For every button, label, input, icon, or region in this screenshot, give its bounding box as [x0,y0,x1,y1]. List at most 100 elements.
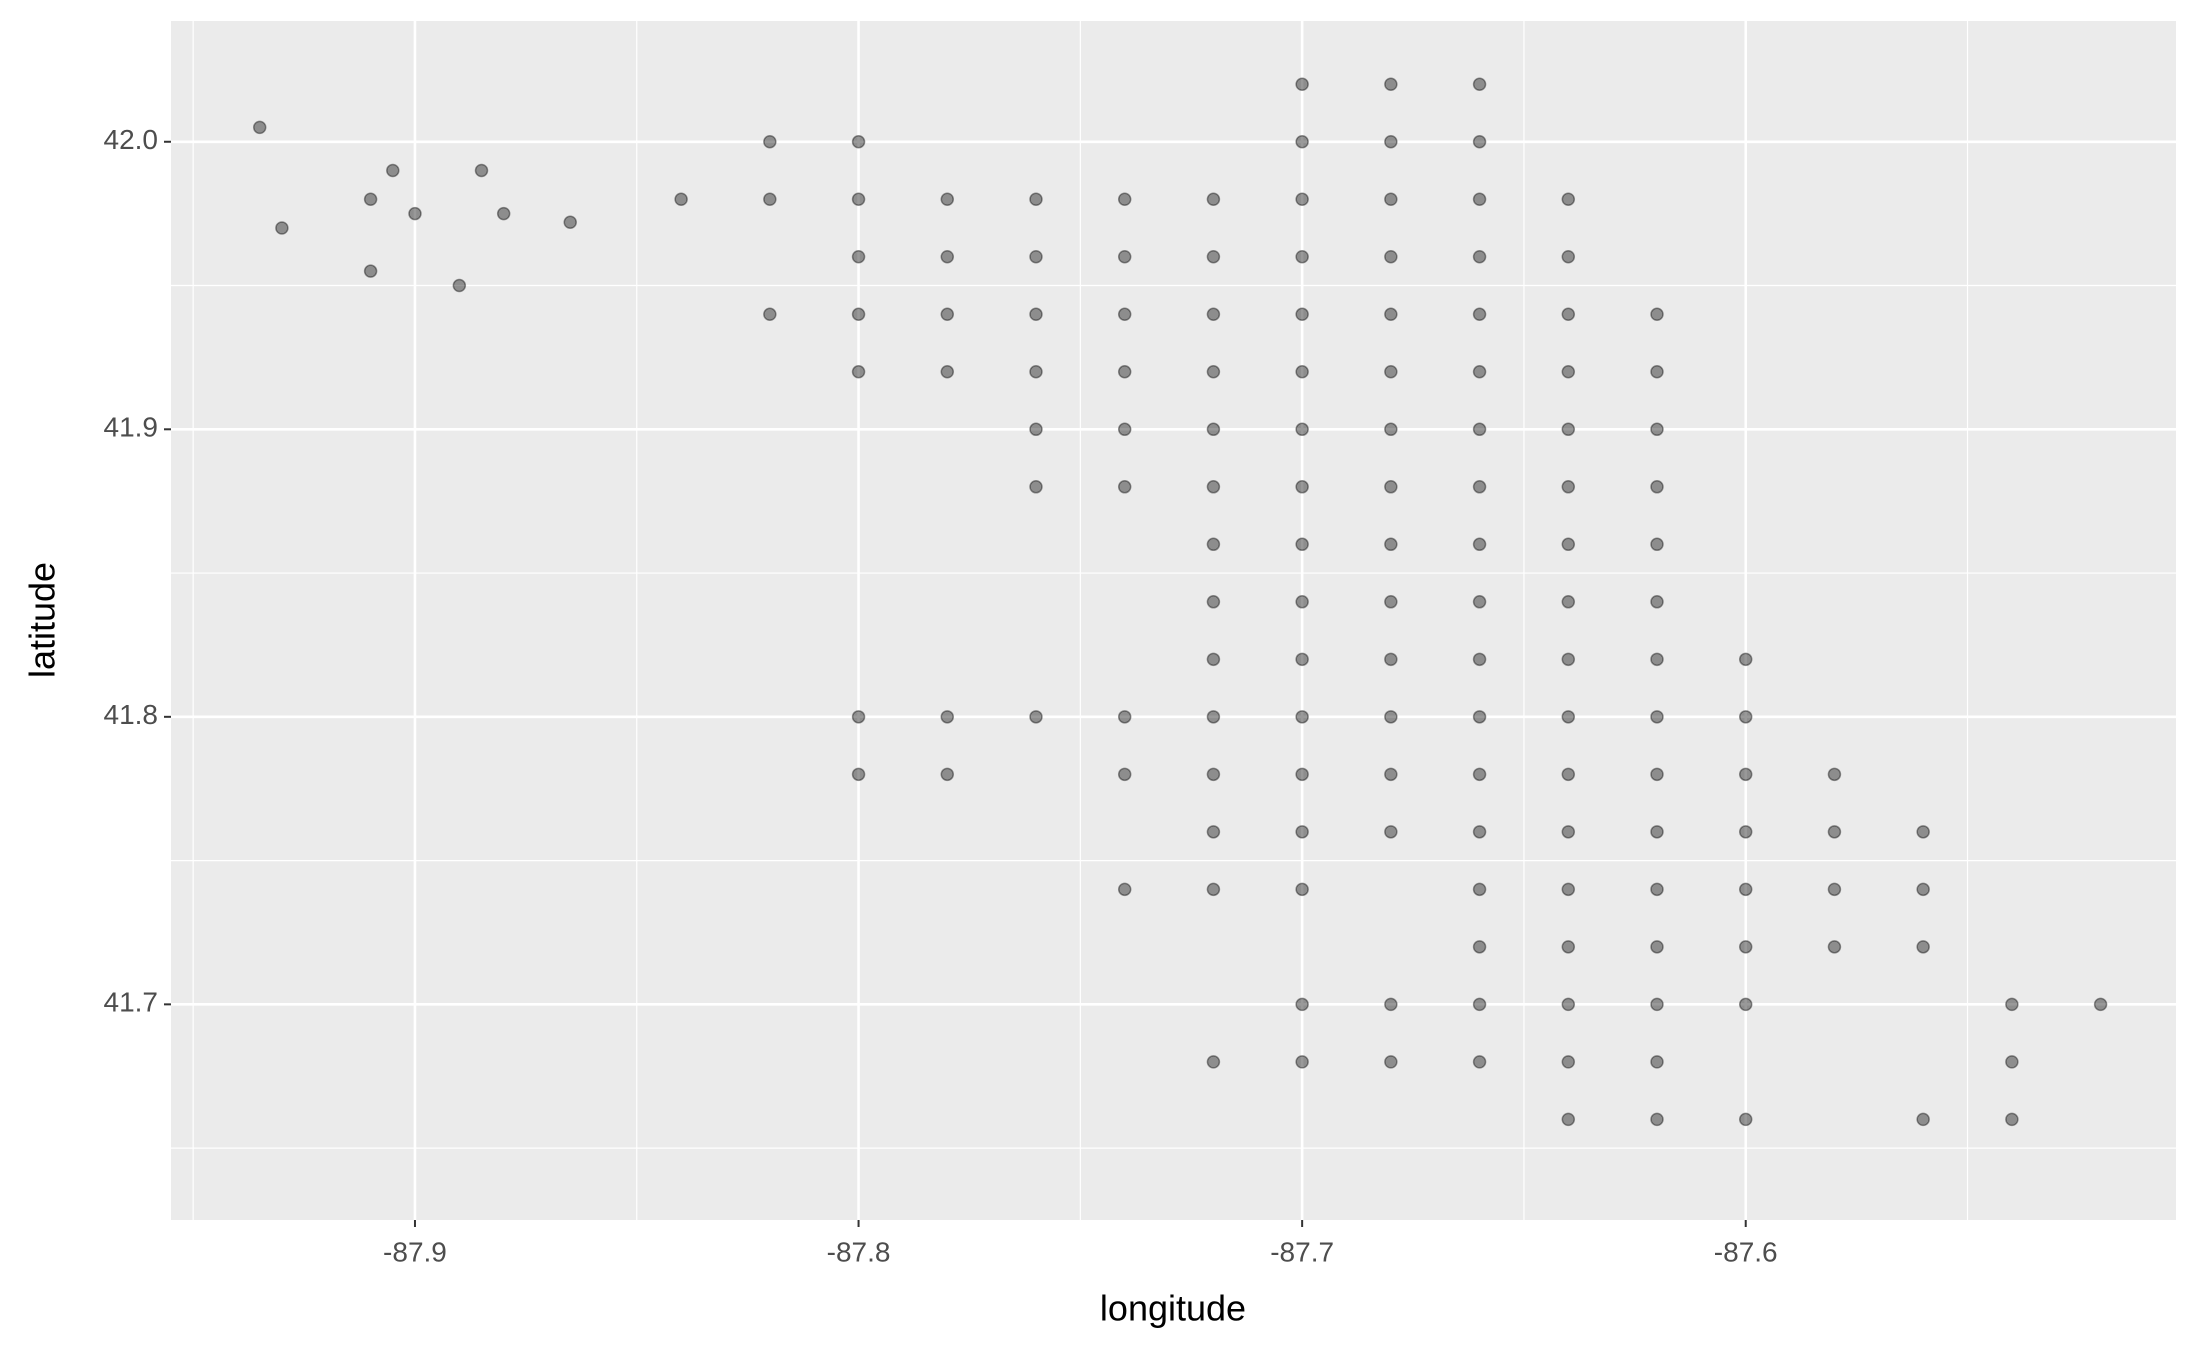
point [386,163,400,178]
point [1561,882,1576,897]
point [1916,1112,1930,1127]
point [851,767,866,782]
point [1738,997,1753,1012]
point [1295,767,1309,782]
point [1472,307,1487,322]
point [1029,422,1043,437]
point [763,192,777,207]
point [1650,940,1664,954]
point [363,264,378,278]
points [252,77,2108,1127]
point [1384,767,1398,782]
point [252,120,267,135]
panel [171,21,2176,1220]
point [1206,1055,1221,1069]
point [1916,882,1930,897]
point [1295,480,1309,494]
point [851,135,866,149]
point [1650,537,1664,552]
point [1384,250,1398,264]
point [1472,825,1487,839]
point [1561,307,1576,322]
point [1295,135,1309,149]
point [1472,997,1487,1012]
point [851,365,866,379]
point [763,307,777,322]
point [1650,825,1664,839]
point [1117,422,1132,437]
point [1738,1112,1753,1127]
point [2005,1112,2019,1127]
point [940,250,955,264]
point [1029,307,1043,322]
point [1384,652,1398,667]
point [1472,250,1487,264]
point [2005,997,2019,1012]
point [1561,537,1576,552]
point [1295,1055,1309,1069]
point [1561,250,1576,264]
point [1738,652,1753,667]
point [1738,940,1753,954]
point [1206,825,1221,839]
point [2005,1055,2019,1069]
point [1561,365,1576,379]
point [1650,1112,1664,1127]
point [1472,537,1487,552]
point [1295,997,1309,1012]
point [1206,537,1221,552]
point [1206,422,1221,437]
point [940,710,955,724]
point [1117,365,1132,379]
point [1384,710,1398,724]
point [1561,652,1576,667]
point [1472,940,1487,954]
point [1117,480,1132,494]
point [1561,825,1576,839]
point [1206,882,1221,897]
point [1206,250,1221,264]
point [1561,422,1576,437]
y-tick-label: 42.0 [104,124,159,155]
point [1029,192,1043,207]
point [1384,825,1398,839]
point [1384,307,1398,322]
y-tick-label: 41.7 [104,987,159,1018]
point [1650,595,1664,609]
point [1650,710,1664,724]
point [1029,250,1043,264]
point [1827,767,1842,782]
point [496,206,511,221]
point [1827,825,1842,839]
point [408,206,422,221]
point [1384,365,1398,379]
point [1206,595,1221,609]
x-axis-title: longitude [1100,1288,1246,1329]
point [1650,767,1664,782]
point [1206,652,1221,667]
point [1650,365,1664,379]
point [1295,537,1309,552]
point [1472,77,1487,92]
point [1472,422,1487,437]
x-tick-label: -87.8 [827,1236,891,1267]
point [563,215,577,230]
point [1206,307,1221,322]
point [940,307,955,322]
point [1117,192,1132,207]
x-tick-label: -87.9 [383,1236,447,1267]
point [1916,940,1930,954]
point [851,307,866,322]
point [1561,595,1576,609]
point [1561,997,1576,1012]
point [1384,480,1398,494]
point [1384,135,1398,149]
grid [171,21,2176,1220]
point [1295,250,1309,264]
point [1472,135,1487,149]
point [1472,192,1487,207]
point [1029,365,1043,379]
point [1561,767,1576,782]
x-tick-label: -87.7 [1270,1236,1334,1267]
